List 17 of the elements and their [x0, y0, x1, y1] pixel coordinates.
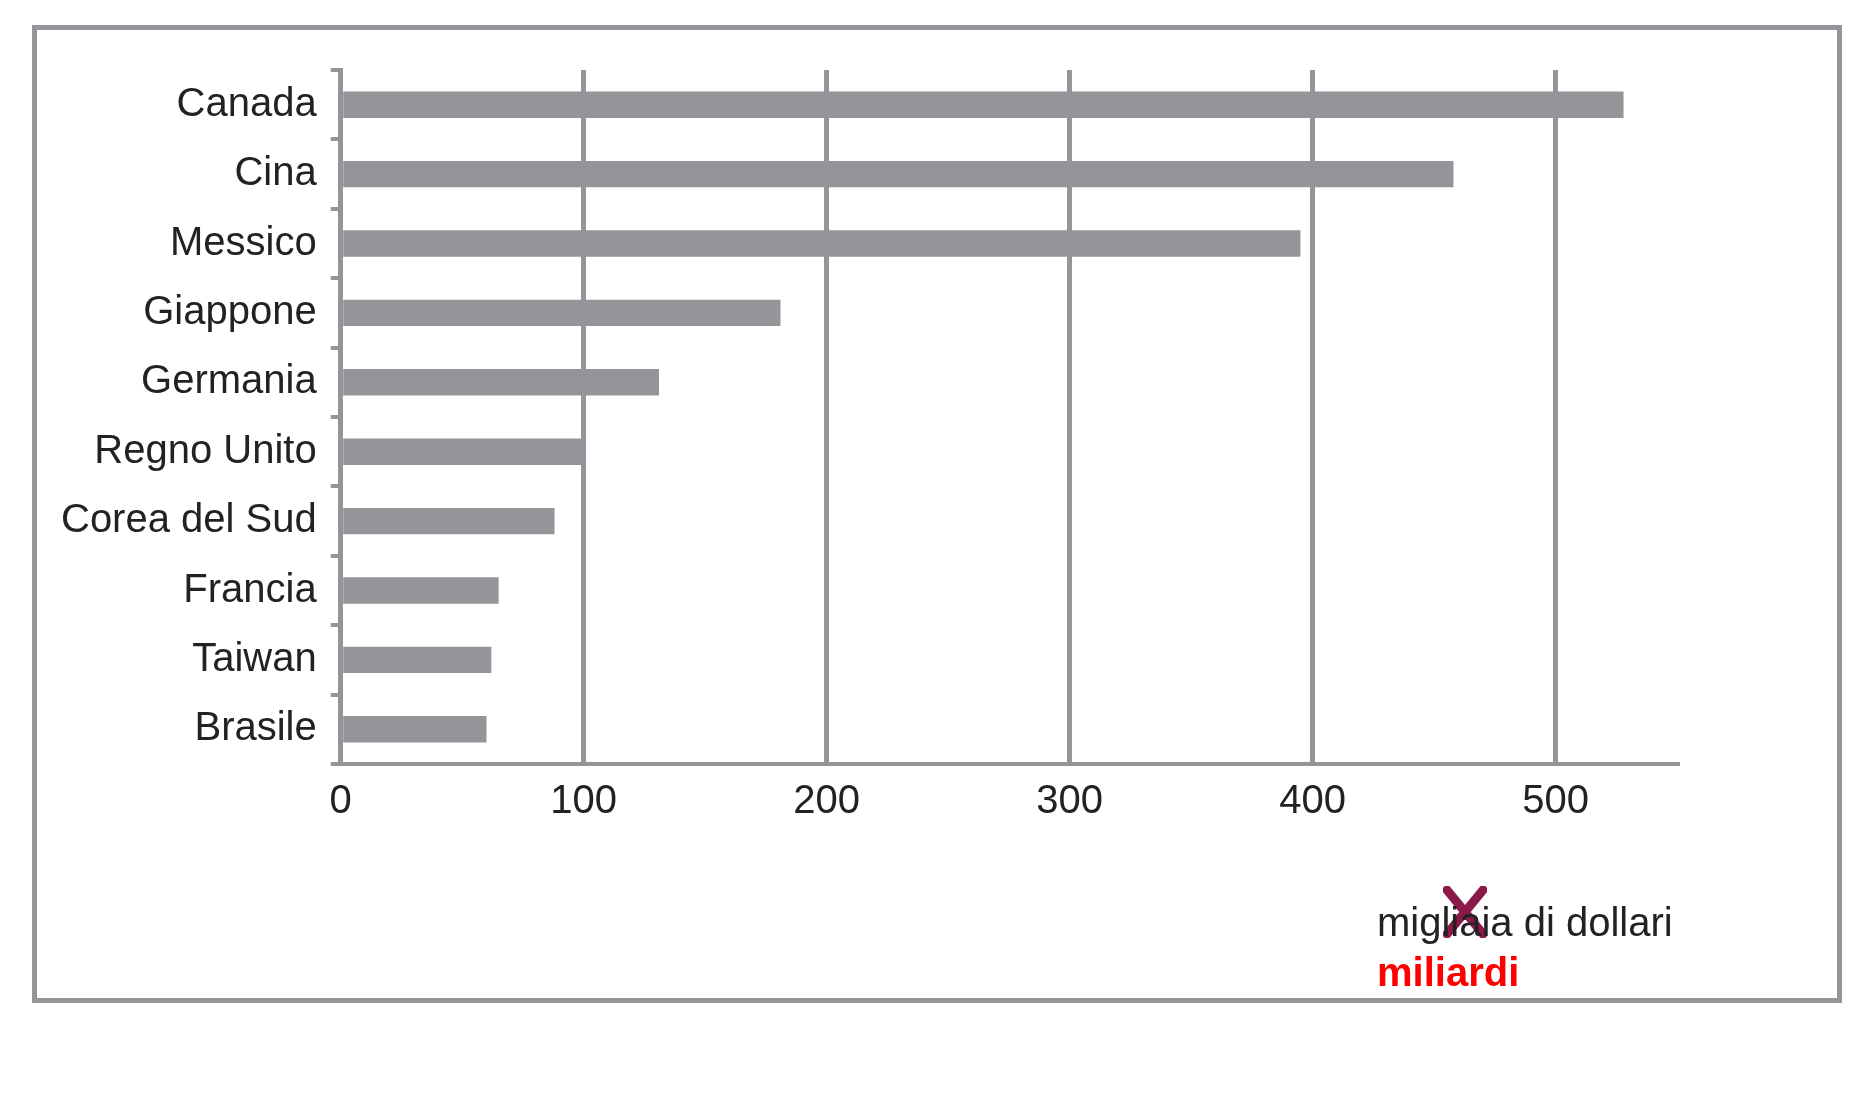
y-tick-label: Brasile	[194, 704, 317, 749]
y-tick-label: Cina	[234, 149, 318, 194]
y-tick-label: Regno Unito	[94, 426, 317, 471]
x-tick-label: 400	[1279, 777, 1346, 822]
y-tick-label: Messico	[170, 218, 317, 263]
x-tick-label: 0	[329, 777, 352, 822]
x-tick-label: 300	[1036, 777, 1103, 822]
y-tick-label: Taiwan	[192, 634, 317, 679]
x-tick-label: 500	[1522, 777, 1589, 822]
text: miliardi	[1377, 950, 1520, 995]
y-tick-label: Canada	[176, 79, 318, 124]
x-tick-label: 200	[793, 777, 861, 822]
y-tick-label: Corea del Sud	[60, 496, 317, 541]
y-tick-label: Francia	[183, 565, 318, 610]
y-tick-label: Giappone	[143, 287, 317, 332]
y-tick-label: Germania	[141, 357, 318, 402]
x-tick-label: 100	[550, 777, 618, 822]
